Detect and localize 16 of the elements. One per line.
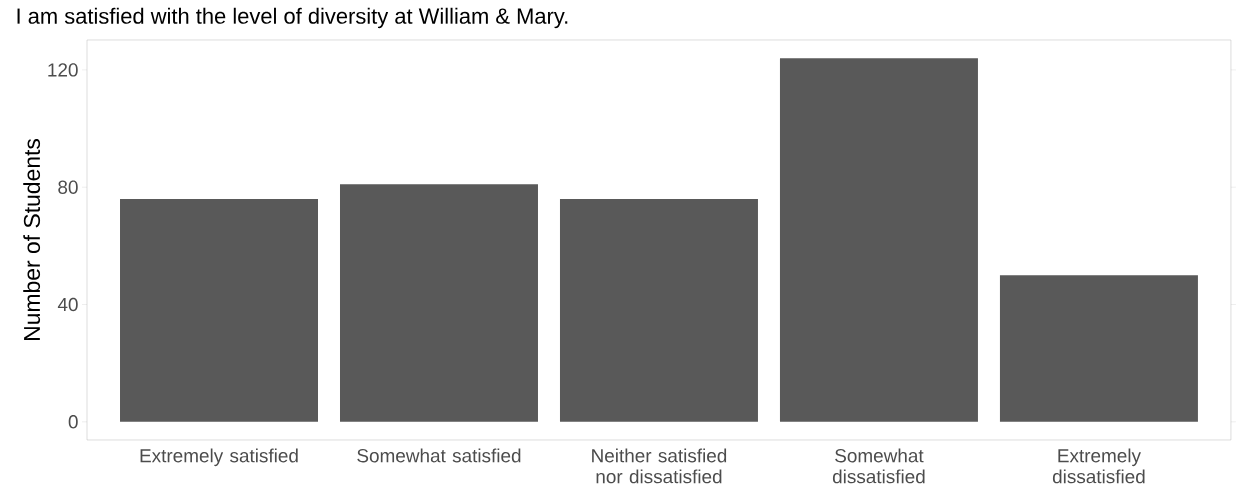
x-tick-label: Somewhat dissatisfied [832,448,925,484]
y-tick-label: 40 [57,297,78,312]
y-tick-label: 120 [48,63,78,77]
bar [779,58,978,422]
x-tick-label: Extremely dissatisfied [1052,448,1145,484]
x-tick-label: Neither satisfied nor dissatisfied [592,448,727,484]
chart-title: I am satisfied with the level of diversity at William & Mary. [17,7,568,29]
bar [339,184,538,422]
bar [999,275,1198,422]
x-tick-label: Extremely satisfied [140,448,298,467]
y-axis-title: Number of Students [23,138,41,340]
x-tick-label: Somewhat satisfied [357,448,521,463]
bar [559,198,758,422]
y-tick-label: 0 [68,415,78,429]
y-tick-label: 80 [58,180,78,194]
bar [120,198,318,422]
